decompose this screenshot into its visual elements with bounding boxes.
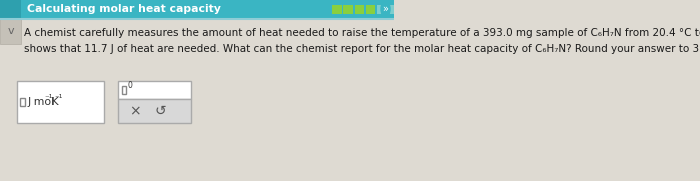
Bar: [118, 81, 191, 99]
Text: ↺: ↺: [155, 104, 166, 118]
Bar: [17, 81, 104, 123]
Text: ×: ×: [130, 104, 141, 118]
Bar: [332, 5, 342, 14]
Text: ⁻¹: ⁻¹: [54, 94, 62, 102]
Bar: [389, 5, 398, 14]
Text: A chemist carefully measures the amount of heat needed to raise the temperature : A chemist carefully measures the amount …: [24, 28, 700, 38]
Bar: [400, 5, 409, 14]
Text: J mol: J mol: [27, 97, 54, 107]
Text: K: K: [48, 97, 59, 107]
Bar: [20, 98, 24, 106]
Text: v: v: [8, 26, 14, 36]
Bar: [366, 5, 375, 14]
Bar: [122, 86, 126, 94]
Text: Calculating molar heat capacity: Calculating molar heat capacity: [27, 4, 220, 14]
Bar: [0, 18, 22, 44]
Bar: [0, 0, 22, 18]
Bar: [0, 0, 394, 18]
Text: 0: 0: [127, 81, 132, 89]
Text: ⁻¹: ⁻¹: [44, 94, 52, 102]
Bar: [377, 5, 386, 14]
Bar: [355, 5, 364, 14]
Circle shape: [381, 1, 390, 17]
Text: shows that 11.7 J of heat are needed. What can the chemist report for the molar : shows that 11.7 J of heat are needed. Wh…: [24, 44, 700, 54]
Text: »: »: [383, 4, 389, 14]
Bar: [343, 5, 353, 14]
Bar: [118, 99, 191, 123]
